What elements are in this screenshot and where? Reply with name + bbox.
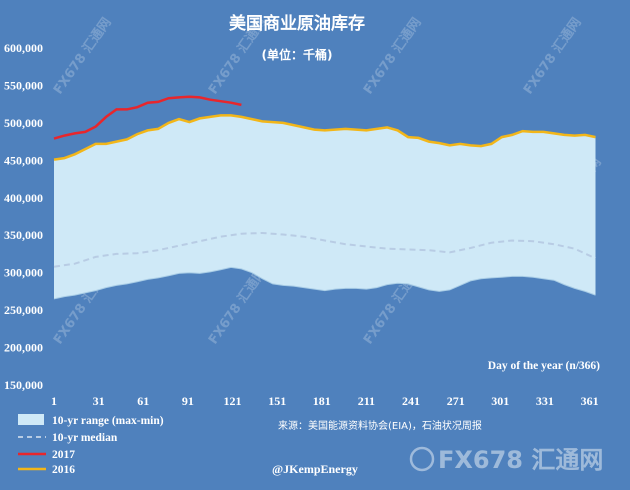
x-tick-label: 301	[491, 394, 509, 408]
y-axis: 150,000 200,000 250,000 300,000 350,000 400,0…	[4, 41, 43, 392]
source-note: 来源：美国能源资料协会(EIA)，石油状况周报	[278, 419, 482, 432]
y-tick-label: 150,000	[4, 378, 43, 392]
watermark-logo: FX678 汇通网	[409, 446, 603, 474]
watermark-text: FX678 汇通网	[520, 15, 584, 98]
range-band-lower-edge	[53, 266, 596, 300]
y-tick-label: 300,000	[4, 266, 43, 280]
watermark-logo-text: FX678 汇通网	[438, 446, 603, 474]
chart-title: 美国商业原油库存	[229, 13, 365, 34]
legend-label-median: 10-yr median	[52, 432, 118, 444]
x-tick-label: 31	[93, 394, 105, 408]
y-tick-label: 500,000	[4, 116, 43, 130]
x-tick-label: 61	[137, 394, 149, 408]
x-tick-label: 181	[313, 394, 331, 408]
y-tick-label: 550,000	[4, 78, 43, 92]
y-tick-label: 200,000	[4, 341, 43, 355]
y-tick-label: 600,000	[4, 41, 43, 55]
x-tick-label: 211	[358, 394, 375, 408]
y-tick-label: 350,000	[4, 228, 43, 242]
legend-label-range: 10-yr range (max-min)	[52, 415, 164, 427]
x-tick-label: 361	[581, 394, 599, 408]
y-tick-label: 450,000	[4, 153, 43, 167]
watermark-text: FX678 汇通网	[50, 15, 114, 98]
x-axis: 1 31 61 91 121 151 181 211 241 271 301 331 361	[51, 394, 599, 408]
legend: 10-yr range (max-min) 10-yr median 2017 …	[18, 414, 164, 476]
x-tick-label: 271	[447, 394, 465, 408]
y-tick-label: 250,000	[4, 303, 43, 317]
x-tick-label: 151	[268, 394, 286, 408]
x-tick-label: 331	[536, 394, 554, 408]
watermark-logo-icon	[409, 446, 435, 472]
median-line	[53, 231, 596, 268]
x-tick-label: 91	[182, 394, 194, 408]
y-tick-label: 400,000	[4, 191, 43, 205]
legend-label-2016: 2016	[52, 464, 75, 476]
legend-swatch-range	[18, 414, 44, 425]
series-2017-line	[53, 95, 242, 140]
x-axis-label: Day of the year (n/366)	[488, 360, 600, 372]
watermark-text: FX678 汇通网	[360, 15, 424, 98]
chart-subtitle: (单位：千桶)	[262, 47, 333, 62]
x-tick-label: 1	[51, 394, 57, 408]
range-band	[54, 115, 596, 299]
author-credit: @JKempEnergy	[272, 462, 358, 476]
x-tick-label: 241	[402, 394, 420, 408]
series-2016-line	[53, 114, 596, 161]
x-tick-label: 121	[224, 394, 242, 408]
plot-area	[53, 95, 596, 300]
legend-label-2017: 2017	[52, 449, 75, 461]
